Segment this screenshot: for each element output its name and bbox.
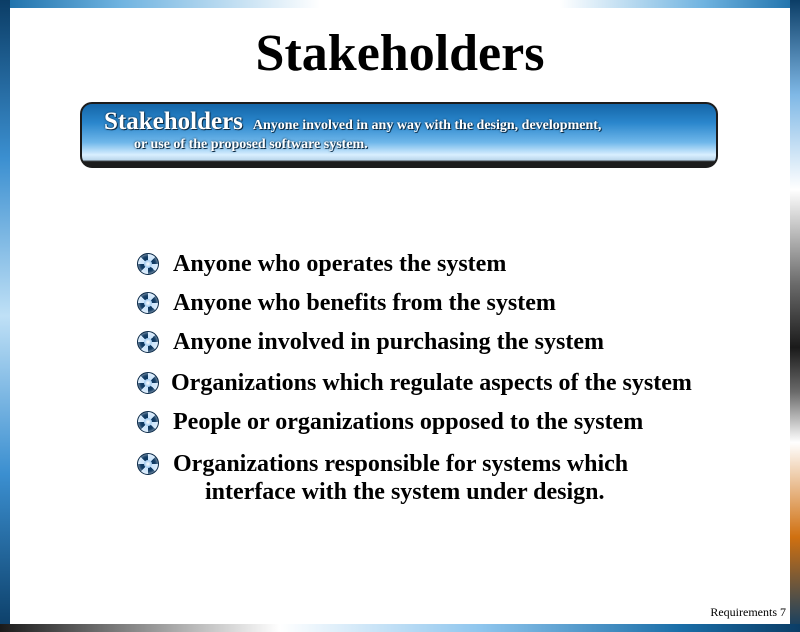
left-edge-decoration: [0, 0, 10, 632]
globe-bullet-icon: [137, 372, 159, 394]
slide-title: Stakeholders: [255, 25, 545, 82]
bullet-item-1: Anyone who operates the system: [173, 251, 507, 277]
globe-bullet-icon: [137, 292, 159, 314]
slide-footer: Requirements 7: [710, 605, 786, 619]
bullet-item-6: Organizations responsible for systems wh…: [173, 451, 629, 477]
globe-bullet-icon: [137, 411, 159, 433]
bullet-item-2: Anyone who benefits from the system: [173, 290, 556, 316]
bottom-edge-decoration: [0, 624, 800, 632]
bullet-item-5: People or organizations opposed to the s…: [173, 409, 644, 435]
globe-bullet-icon: [137, 331, 159, 353]
definition-banner: Stakeholders Anyone involved in any way w…: [80, 102, 718, 168]
top-edge-decoration: [0, 0, 800, 8]
bullet-item-3: Anyone involved in purchasing the system: [173, 329, 604, 355]
definition-text-line1: Anyone involved in any way with the desi…: [252, 118, 602, 133]
definition-text-line2: or use of the proposed software system.: [134, 137, 368, 152]
definition-term: Stakeholders: [104, 108, 243, 135]
globe-bullet-icon: [137, 453, 159, 475]
right-edge-decoration: [790, 0, 800, 632]
globe-bullet-icon: [137, 253, 159, 275]
bullet-item-4: Organizations which regulate aspects of …: [171, 370, 692, 396]
bullet-item-6-continuation: interface with the system under design.: [205, 479, 605, 505]
